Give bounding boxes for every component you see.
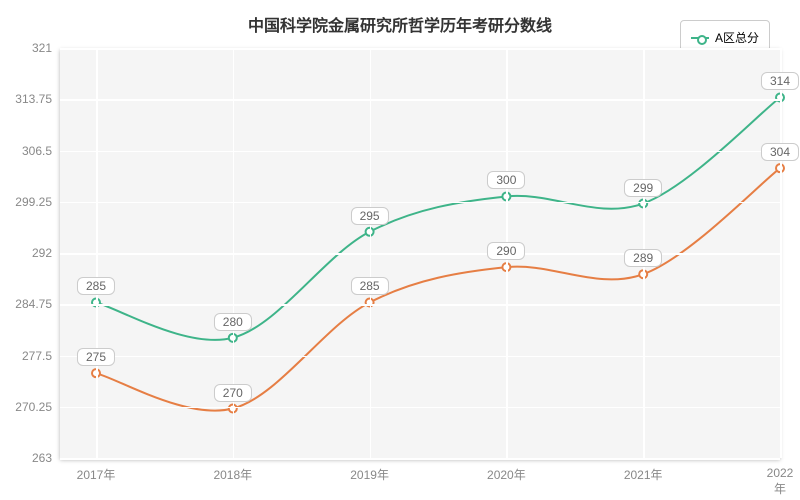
x-axis-label: 2020年 xyxy=(487,466,526,483)
data-label: 304 xyxy=(761,143,799,161)
y-axis-label: 284.75 xyxy=(2,297,52,311)
gridline-v xyxy=(370,48,372,458)
plot-area: 285280295300299314275270285290289304 xyxy=(60,48,780,458)
chart-container: 中国科学院金属研究所哲学历年考研分数线 A区总分 B区总分 2852802953… xyxy=(0,0,800,500)
data-label: 300 xyxy=(487,171,525,189)
y-axis-label: 292 xyxy=(2,246,52,260)
data-label: 270 xyxy=(214,384,252,402)
y-axis-label: 321 xyxy=(2,41,52,55)
y-axis-label: 313.75 xyxy=(2,92,52,106)
x-axis-label: 2022年 xyxy=(767,466,794,497)
legend-swatch-a xyxy=(691,37,709,39)
x-axis-label: 2017年 xyxy=(77,466,116,483)
data-label: 285 xyxy=(77,277,115,295)
data-label: 275 xyxy=(77,348,115,366)
gridline-v xyxy=(96,48,98,458)
data-label: 289 xyxy=(624,249,662,267)
gridline-h xyxy=(60,99,780,101)
gridline-h xyxy=(60,304,780,306)
data-label: 285 xyxy=(351,277,389,295)
y-axis-label: 277.5 xyxy=(2,349,52,363)
gridline-h xyxy=(60,48,780,50)
y-axis-label: 306.5 xyxy=(2,144,52,158)
gridline-h xyxy=(60,458,780,460)
gridline-h xyxy=(60,407,780,409)
data-label: 299 xyxy=(624,179,662,197)
data-label: 295 xyxy=(351,207,389,225)
y-axis-label: 270.25 xyxy=(2,400,52,414)
gridline-h xyxy=(60,151,780,153)
x-axis-label: 2019年 xyxy=(350,466,389,483)
series-line-b xyxy=(96,168,780,410)
y-axis-label: 263 xyxy=(2,451,52,465)
data-label: 290 xyxy=(487,242,525,260)
x-axis-label: 2018年 xyxy=(213,466,252,483)
legend-item-a: A区总分 xyxy=(691,29,759,46)
legend-label-a: A区总分 xyxy=(715,29,759,46)
gridline-h xyxy=(60,356,780,358)
x-axis-label: 2021年 xyxy=(624,466,663,483)
gridline-h xyxy=(60,202,780,204)
gridline-v xyxy=(780,48,782,458)
data-label: 314 xyxy=(761,72,799,90)
data-label: 280 xyxy=(214,313,252,331)
gridline-h xyxy=(60,253,780,255)
y-axis-label: 299.25 xyxy=(2,195,52,209)
